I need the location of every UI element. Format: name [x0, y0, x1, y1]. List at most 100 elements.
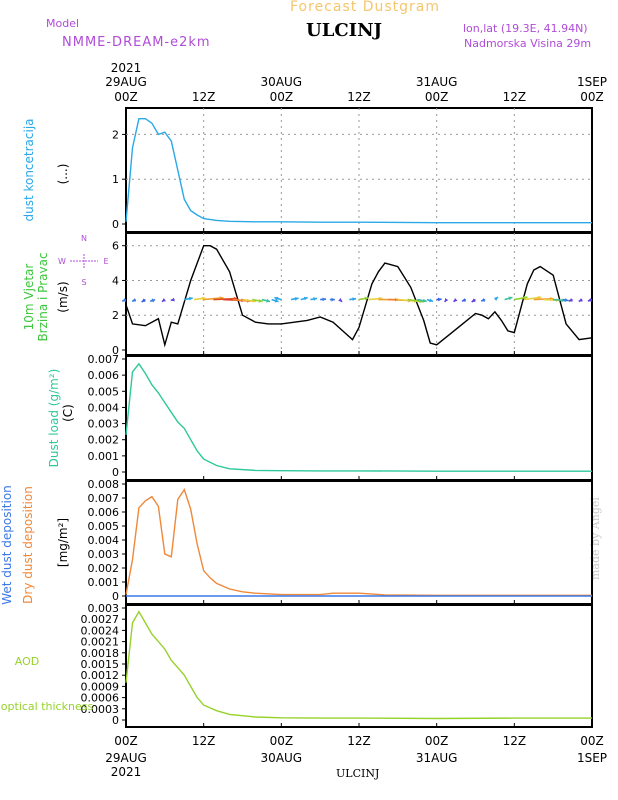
- wind-arrow-head: [338, 298, 343, 302]
- y-tick-label: 0.007: [88, 353, 120, 366]
- bottom-date-label: 31AUG: [416, 751, 458, 765]
- y-tick-label: 0.0024: [81, 624, 120, 637]
- series-line: [125, 610, 592, 720]
- y-tick-label: 2: [112, 128, 119, 141]
- top-hour-label: 00Z: [580, 90, 604, 104]
- y-tick-label: 0: [112, 714, 119, 727]
- wind-arrow-head: [331, 297, 335, 302]
- y-tick-label: 0.001: [88, 450, 120, 463]
- y-unit-concentration: (...): [56, 164, 70, 185]
- panel-4: 00.0010.0020.0030.0040.0050.0060.0070.00…: [88, 478, 593, 605]
- y-tick-label: 0.0015: [81, 658, 120, 671]
- wind-arrow-head: [188, 296, 193, 301]
- wind-arrow-head: [303, 296, 308, 301]
- panel-1: 0 1 2: [112, 107, 593, 233]
- wind-arrow-head: [508, 296, 513, 301]
- wind-arrow-head: [364, 296, 369, 301]
- wind-arrow-head: [141, 298, 146, 302]
- compass-e: E: [103, 257, 108, 266]
- wind-arrow-head: [429, 298, 433, 303]
- y-label-optical-thickness: optical thickness: [1, 700, 94, 713]
- lon-lat-label: lon,lat (19.3E, 41.94N): [463, 22, 588, 35]
- y-label-wet: Wet dust deposition: [0, 485, 14, 605]
- y-tick-label: 0.0009: [81, 680, 120, 693]
- panel-frame: [125, 355, 593, 481]
- wind-arrow-head: [471, 298, 476, 302]
- bottom-date-label: 29AUG: [105, 751, 147, 765]
- wind-arrow-head: [201, 296, 206, 301]
- y-tick-label: 0.0003: [81, 703, 120, 716]
- y-label-load: Dust load (g/m²): [47, 369, 61, 468]
- bottom-date-label: 30AUG: [261, 751, 303, 765]
- y-tick-label: 0.003: [88, 548, 120, 561]
- wind-arrow-head: [494, 297, 498, 301]
- compass-n: N: [81, 234, 87, 243]
- model-name: NMME-DREAM-e2km: [62, 35, 211, 50]
- y-tick-label: 0: [112, 590, 119, 603]
- y-tick-label: 6: [112, 240, 119, 253]
- wind-arrow-head: [274, 298, 279, 303]
- y-tick-label: 0.004: [88, 534, 120, 547]
- top-hour-label: 12Z: [192, 90, 216, 104]
- panel-2: 0 2 4 6: [112, 232, 593, 357]
- y-label-wind-1: 10m Vjetar: [22, 264, 36, 331]
- series-line: [125, 118, 592, 224]
- wind-arrow-head: [322, 297, 327, 302]
- wind-arrow-head: [266, 298, 271, 303]
- y-tick-label: 4: [112, 274, 119, 287]
- wind-arrow-head: [453, 298, 458, 302]
- y-tick-label: 0.006: [88, 369, 120, 382]
- top-date-label: 1SEP: [577, 75, 607, 89]
- y-tick-label: 0.002: [88, 434, 120, 447]
- panel-frame: [125, 480, 593, 605]
- bottom-year-label: 2021: [111, 765, 142, 779]
- series-line: [125, 488, 592, 596]
- compass-s: S: [81, 278, 86, 287]
- y-tick-label: 0.003: [88, 418, 120, 431]
- y-tick-label: 1: [112, 173, 119, 186]
- panel-frame: [125, 604, 593, 728]
- y-unit-deposition: [mg/m²]: [56, 518, 70, 567]
- bottom-hour-label: 12Z: [192, 734, 216, 748]
- y-unit-wind: (m/s): [56, 281, 70, 312]
- y-tick-label: 0.005: [88, 520, 120, 533]
- y-tick-label: 0.007: [88, 492, 120, 505]
- elevation-label: Nadmorska Visina 29m: [464, 37, 592, 50]
- top-date-label: 29AUG: [105, 75, 147, 89]
- wind-arrow-head: [564, 298, 569, 302]
- bottom-hour-label: 12Z: [503, 734, 527, 748]
- y-tick-label: 0.0006: [81, 692, 120, 705]
- wind-arrow-head: [170, 297, 175, 302]
- wind-arrow-head: [437, 297, 442, 302]
- y-tick-label: 0.008: [88, 478, 120, 491]
- top-hour-label: 00Z: [114, 90, 138, 104]
- wind-arrow-head: [422, 298, 427, 303]
- wind-arrow-head: [462, 298, 466, 302]
- y-tick-label: 0.0018: [81, 647, 120, 660]
- top-hour-label: 12Z: [347, 90, 371, 104]
- wind-arrow-head: [481, 298, 486, 302]
- top-hour-label: 00Z: [425, 90, 449, 104]
- panel-3: 0 0.001 0.002 0.003 0.004 0.005 0.006 0.007: [88, 353, 593, 481]
- bottom-hour-label: 00Z: [425, 734, 449, 748]
- y-label-aod: AOD: [15, 655, 39, 668]
- compass-w: W: [58, 257, 66, 266]
- y-tick-label: 0.006: [88, 506, 120, 519]
- y-label-concentration: dust koncetracija: [22, 118, 36, 221]
- y-tick-label: 0: [112, 466, 119, 479]
- wind-arrow-head: [578, 298, 583, 302]
- wind-arrow-head: [274, 296, 279, 301]
- series-line: [125, 362, 592, 472]
- wind-arrow-head: [122, 298, 127, 302]
- bottom-hour-label: 00Z: [270, 734, 294, 748]
- top-date-label: 30AUG: [261, 75, 303, 89]
- y-tick-label: 0: [112, 344, 119, 357]
- wind-arrow-head: [444, 298, 449, 302]
- wind-arrow-head: [258, 299, 263, 303]
- bottom-date-label: 1SEP: [577, 751, 607, 765]
- y-tick-label: 0.0021: [81, 636, 120, 649]
- y-label-wind-2: Brzina i Pravac: [36, 252, 50, 341]
- bottom-hour-label: 12Z: [347, 734, 371, 748]
- bottom-hour-label: 00Z: [114, 734, 138, 748]
- station-name: ULCINJ: [306, 20, 383, 41]
